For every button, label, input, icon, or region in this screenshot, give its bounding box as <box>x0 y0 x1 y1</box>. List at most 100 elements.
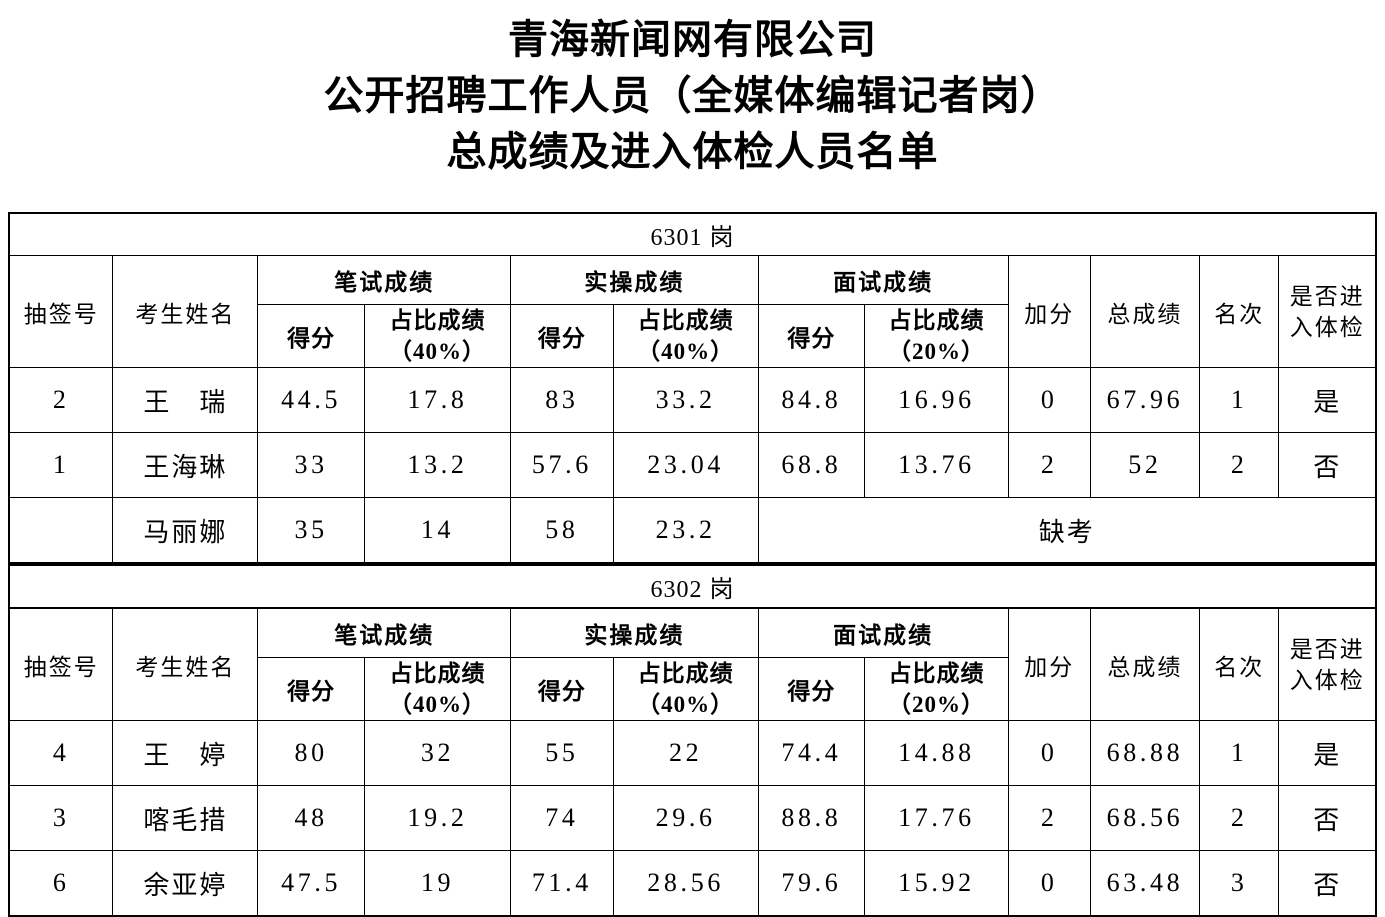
cell-written-weighted: 19.2 <box>363 785 512 851</box>
group-header-interview: 面试成绩 <box>757 607 1009 658</box>
cell-interview-score: 84.8 <box>757 367 866 433</box>
cell-written-score: 80 <box>257 720 365 786</box>
cell-bonus: 0 <box>1007 367 1091 433</box>
table-row: 2 王 瑞 44.5 17.8 83 33.2 84.8 16.96 0 67.… <box>8 367 1377 433</box>
cell-practical-score: 83 <box>510 367 614 433</box>
cell-medical-check: 是 <box>1278 720 1377 786</box>
cell-candidate-name: 王 瑞 <box>112 367 259 433</box>
group-header-practical: 实操成绩 <box>510 255 759 305</box>
cell-total-score: 63.48 <box>1089 850 1201 917</box>
position-band-row: 6301 岗 <box>8 212 1377 256</box>
table-row: 4 王 婷 80 32 55 22 74.4 14.88 0 68.88 1 是 <box>8 720 1377 786</box>
col-header-rank: 名次 <box>1199 607 1280 721</box>
header-row-subcolumns: 得分 占比成绩 （40%） 得分 占比成绩 （40%） 得分 占比成绩 （20%… <box>9 304 1376 368</box>
cell-interview-score: 88.8 <box>757 785 866 851</box>
cell-bonus: 0 <box>1007 720 1091 786</box>
table-row: 3 喀毛措 48 19.2 74 29.6 88.8 17.76 2 68.56… <box>8 785 1377 851</box>
group-header-interview: 面试成绩 <box>757 255 1009 305</box>
col-header-weighted-interview: 占比成绩 （20%） <box>864 304 1009 368</box>
cell-practical-weighted: 33.2 <box>612 367 759 433</box>
col-header-weighted-practical: 占比成绩 （40%） <box>612 304 759 368</box>
group-header-written: 笔试成绩 <box>257 607 512 658</box>
col-header-weighted-written: 占比成绩 （40%） <box>363 657 512 721</box>
cell-rank: 3 <box>1199 850 1280 917</box>
cell-rank: 1 <box>1199 720 1280 786</box>
col-header-bonus: 加分 <box>1007 255 1091 368</box>
score-table-6301: 6301 岗 抽签号 考生姓名 笔试成绩 实操成绩 面试成绩 加分 总成绩 名次… <box>8 212 1377 564</box>
col-header-candidate-name: 考生姓名 <box>112 607 259 721</box>
col-header-candidate-name: 考生姓名 <box>112 255 259 368</box>
col-header-draw-number: 抽签号 <box>8 607 114 721</box>
cell-interview-weighted: 15.92 <box>864 850 1009 917</box>
position-band-row: 6302 岗 <box>8 564 1377 609</box>
cell-practical-score: 58 <box>510 497 614 564</box>
col-header-score-interview: 得分 <box>757 657 866 721</box>
cell-practical-score: 57.6 <box>510 432 614 498</box>
cell-absent: 缺考 <box>757 497 1377 564</box>
document-title-line1: 青海新闻网有限公司 <box>508 18 877 62</box>
col-header-score-written: 得分 <box>257 657 365 721</box>
header-row-groups: 抽签号 考生姓名 笔试成绩 实操成绩 面试成绩 加分 总成绩 名次 是否进 入体… <box>8 607 1377 721</box>
col-header-score-written: 得分 <box>257 304 365 368</box>
cell-interview-weighted: 16.96 <box>864 367 1009 433</box>
col-header-weighted-interview: 占比成绩 （20%） <box>864 657 1009 721</box>
cell-interview-weighted: 14.88 <box>864 720 1009 786</box>
document-title: 青海新闻网有限公司 公开招聘工作人员（全媒体编辑记者岗） 总成绩及进入体检人员名… <box>0 0 1385 180</box>
cell-written-score: 47.5 <box>257 850 365 917</box>
document-title-line3: 总成绩及进入体检人员名单 <box>446 130 939 174</box>
cell-practical-score: 55 <box>510 720 614 786</box>
cell-total-score: 52 <box>1089 432 1201 498</box>
cell-bonus: 2 <box>1007 432 1091 498</box>
cell-total-score: 68.88 <box>1089 720 1201 786</box>
cell-draw-number: 2 <box>8 367 114 433</box>
cell-written-score: 35 <box>257 497 365 564</box>
cell-rank: 1 <box>1199 367 1280 433</box>
cell-written-score: 33 <box>257 432 365 498</box>
table-row: 6 余亚婷 47.5 19 71.4 28.56 79.6 15.92 0 63… <box>8 850 1377 917</box>
cell-written-weighted: 13.2 <box>363 432 512 498</box>
cell-written-weighted: 14 <box>363 497 512 564</box>
col-header-bonus: 加分 <box>1007 607 1091 721</box>
cell-interview-weighted: 17.76 <box>864 785 1009 851</box>
cell-candidate-name: 余亚婷 <box>112 850 259 917</box>
cell-practical-score: 74 <box>510 785 614 851</box>
col-header-draw-number: 抽签号 <box>8 255 114 368</box>
cell-rank: 2 <box>1199 432 1280 498</box>
cell-draw-number <box>8 497 114 564</box>
cell-bonus: 2 <box>1007 785 1091 851</box>
cell-candidate-name: 王海琳 <box>112 432 259 498</box>
document-title-line2: 公开招聘工作人员（全媒体编辑记者岗） <box>323 74 1062 118</box>
header-row-groups: 抽签号 考生姓名 笔试成绩 实操成绩 面试成绩 加分 总成绩 名次 是否进 入体… <box>8 255 1377 368</box>
cell-candidate-name: 王 婷 <box>112 720 259 786</box>
col-header-total-score: 总成绩 <box>1089 607 1201 721</box>
col-header-score-interview: 得分 <box>757 304 866 368</box>
cell-medical-check: 否 <box>1278 432 1377 498</box>
cell-written-weighted: 32 <box>363 720 512 786</box>
cell-written-weighted: 19 <box>363 850 512 917</box>
col-header-weighted-written: 占比成绩 （40%） <box>363 304 512 368</box>
cell-interview-score: 68.8 <box>757 432 866 498</box>
cell-draw-number: 1 <box>8 432 114 498</box>
col-header-rank: 名次 <box>1199 255 1280 368</box>
cell-practical-weighted: 23.2 <box>612 497 759 564</box>
cell-interview-score: 74.4 <box>757 720 866 786</box>
tables-container: 6301 岗 抽签号 考生姓名 笔试成绩 实操成绩 面试成绩 加分 总成绩 名次… <box>8 212 1377 917</box>
cell-interview-score: 79.6 <box>757 850 866 917</box>
cell-candidate-name: 马丽娜 <box>112 497 259 564</box>
cell-medical-check: 否 <box>1278 850 1377 917</box>
col-header-total-score: 总成绩 <box>1089 255 1201 368</box>
col-header-medical-check: 是否进 入体检 <box>1278 255 1377 368</box>
cell-practical-weighted: 22 <box>612 720 759 786</box>
cell-draw-number: 4 <box>8 720 114 786</box>
cell-practical-weighted: 29.6 <box>612 785 759 851</box>
cell-practical-score: 71.4 <box>510 850 614 917</box>
cell-rank: 2 <box>1199 785 1280 851</box>
score-table-6302: 6302 岗 抽签号 考生姓名 笔试成绩 实操成绩 面试成绩 加分 总成绩 名次… <box>8 563 1377 917</box>
position-band-label: 6301 岗 <box>8 212 1377 256</box>
table-row: 1 王海琳 33 13.2 57.6 23.04 68.8 13.76 2 52… <box>8 432 1377 498</box>
cell-draw-number: 6 <box>8 850 114 917</box>
cell-written-score: 44.5 <box>257 367 365 433</box>
group-header-written: 笔试成绩 <box>257 255 512 305</box>
cell-medical-check: 否 <box>1278 785 1377 851</box>
col-header-score-practical: 得分 <box>510 304 614 368</box>
